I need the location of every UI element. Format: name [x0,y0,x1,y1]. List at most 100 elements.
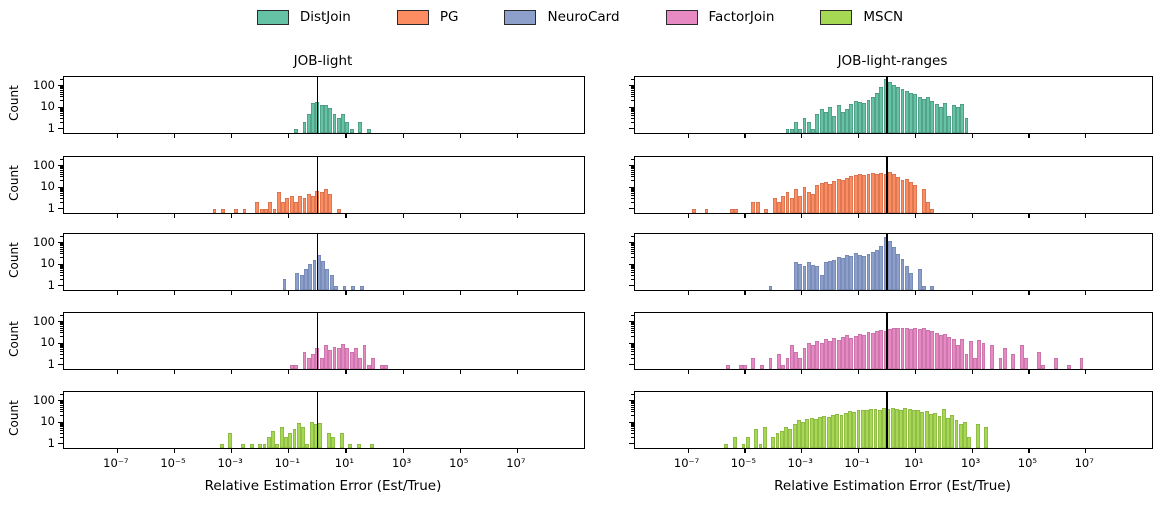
y-tick-minor [631,96,634,98]
histogram-bar [284,437,288,448]
y-tick-minor [60,343,63,345]
y-tick-major [58,263,63,265]
histogram-bar [941,409,946,448]
y-tick-minor [631,93,634,95]
histogram-bar [819,343,824,369]
histogram-bar [781,364,786,369]
histogram-bar [802,118,807,133]
histogram-bar [845,109,850,133]
y-tick-minor [631,201,634,203]
y-tick-minor [631,245,634,247]
histogram-bar [294,128,298,133]
histogram-bar [823,181,828,213]
histogram-bar [832,115,837,133]
histogram-bar [362,345,367,369]
y-tick-minor [60,278,63,280]
reference-line-x-equals-1 [886,157,888,213]
histogram-bar [853,335,858,369]
histogram-bar [259,208,264,213]
histogram-bar [324,104,328,133]
histogram-bar [894,408,899,448]
y-tick-minor [60,426,63,428]
x-tick [116,134,119,139]
histogram-bar [298,195,303,213]
y-tick-minor [60,402,63,404]
subplot-job-light-ranges-pg [629,156,1153,219]
x-tick-label: 10³ [391,456,412,470]
x-tick [801,449,803,454]
x-tick [687,134,689,139]
histogram-bar [331,437,336,448]
x-tick [345,291,347,296]
y-tick-minor [60,266,63,268]
x-tick [971,214,973,219]
y-tick-minor [631,426,634,428]
histogram-bar [358,358,363,369]
y-tick-minor [60,332,63,334]
histogram-bar [302,198,307,213]
y-tick-minor [60,78,63,80]
histogram-bar [938,334,943,369]
subplot-job-light-mscn [58,391,585,454]
legend-label: MSCN [863,8,904,25]
x-tick [516,291,519,296]
histogram-bar [334,285,338,290]
y-tick-minor [60,176,63,178]
y-tick-major [629,400,634,402]
histogram-bar [832,337,837,369]
histogram-bar [879,330,884,369]
histogram-bar [809,417,814,448]
histogram-bar [326,433,331,448]
y-tick-minor [60,265,63,267]
histogram-bar [828,184,833,213]
histogram-bar [762,426,767,448]
y-tick-major [58,443,63,445]
y-tick-label: 100 [33,313,55,328]
histogram-bar [866,332,871,369]
y-tick-minor [631,191,634,193]
subplot-job-light-ranges-distjoin [629,76,1153,139]
y-tick-minor [631,344,634,346]
reference-line-x-equals-1 [886,234,888,290]
histogram-bar [892,84,896,133]
histogram-bar [862,102,867,133]
histogram-bar [328,108,333,133]
histogram-bar [806,122,811,133]
y-tick-minor [60,168,63,170]
subplot-job-light-factorjoin [58,312,585,375]
x-tick [744,449,746,454]
histogram-bar [840,111,845,133]
histogram-bar [318,423,323,448]
histogram-bar [309,422,314,448]
histogram-bar [955,107,960,133]
histogram-bar [811,345,815,369]
histogram-bar [920,411,925,448]
y-tick-minor [631,107,634,109]
y-tick-minor [631,111,634,113]
x-tick [914,370,916,375]
histogram-bar [801,422,806,448]
y-tick-minor [631,171,634,173]
histogram-bar [913,94,918,133]
histogram-bar [840,179,845,213]
x-tick [174,449,176,454]
y-tick-minor [631,436,634,438]
y-tick-minor [60,96,63,98]
histogram-bar [348,443,353,448]
histogram-bar [845,334,850,369]
histogram-bar [768,358,773,369]
histogram-bar [758,443,763,448]
histogram-bar [909,328,913,369]
histogram-bar [811,128,815,133]
x-tick-label: 10⁻¹ [274,456,300,470]
y-tick-minor [631,89,634,91]
histogram-bar [883,237,888,290]
y-tick-minor [60,432,63,434]
histogram-bar [832,180,837,213]
y-axis-label-count: Count [7,165,21,201]
histogram-bar [951,339,956,369]
y-tick-minor [631,158,634,160]
histogram-bar [909,93,913,133]
histogram-bar [862,174,867,213]
y-tick-major [58,186,63,188]
